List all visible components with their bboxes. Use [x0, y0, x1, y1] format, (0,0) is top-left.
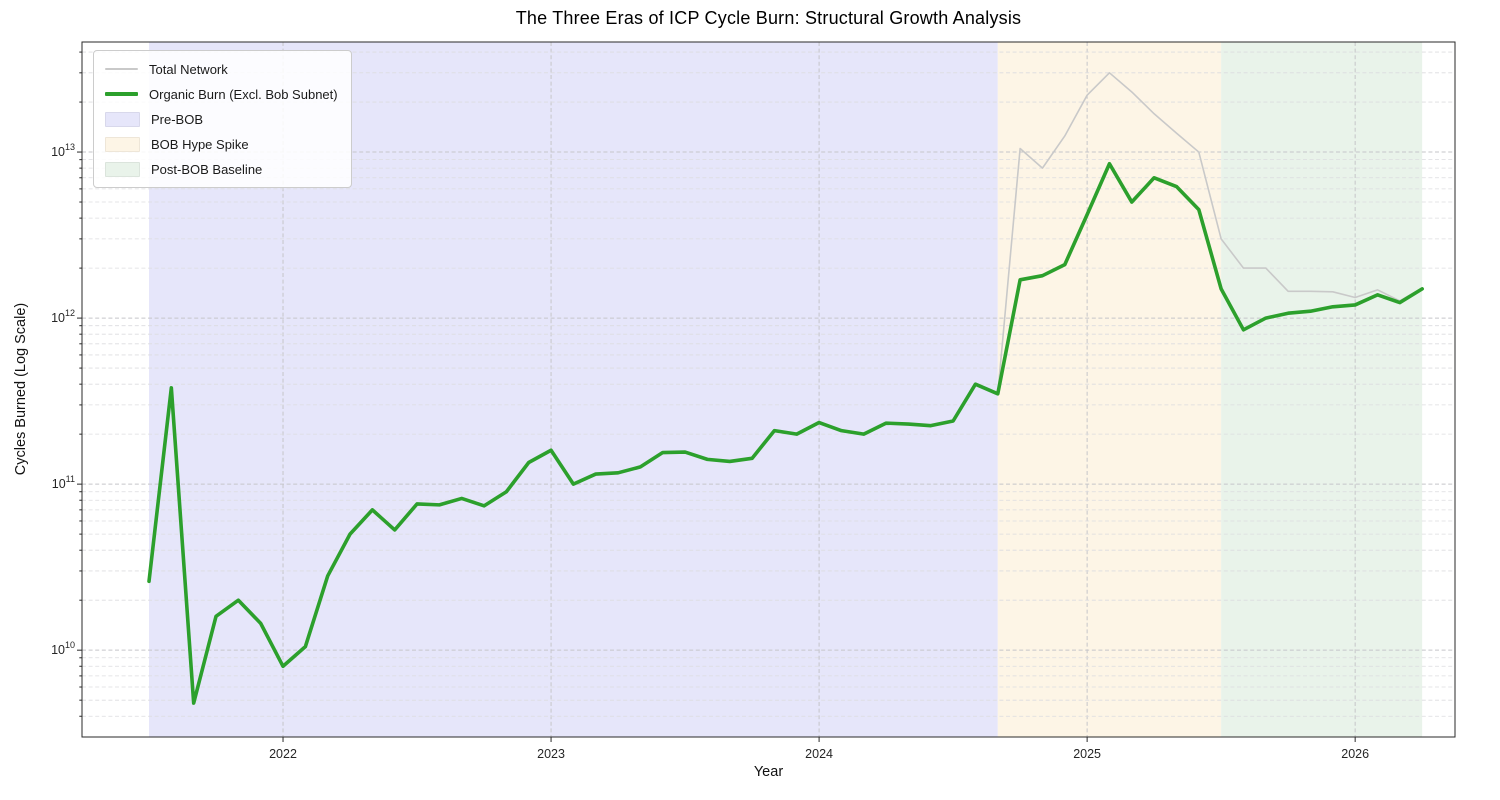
x-axis-label: Year: [753, 764, 784, 780]
y-tick-label-1e11: 1011: [52, 474, 75, 491]
series-lines: [147, 72, 1424, 705]
organic-burn-excl-bob-subnet-line: [147, 161, 1424, 705]
era-region-bob-hype-spike: [997, 42, 1222, 737]
legend-swatch-pre-bob: [105, 111, 140, 127]
gridlines: [82, 42, 1455, 737]
chart-title: The Three Eras of ICP Cycle Burn: Struct…: [515, 8, 1022, 28]
legend-item-bob-hype-spike: BOB Hype Spike: [105, 135, 338, 153]
y-tick-label-1e12: 1012: [51, 308, 75, 325]
legend-swatch-bob-hype-spike: [105, 136, 140, 152]
y-tick-label-1e13: 1013: [51, 142, 75, 159]
y-tick-label-1e10: 1010: [51, 640, 75, 657]
x-tick-label-2022: 2022: [269, 747, 297, 761]
legend-item-total-network: Total Network: [105, 60, 338, 78]
legend-label-bob-hype-spike: BOB Hype Spike: [151, 136, 249, 152]
legend-swatch-post-bob-baseline: [105, 161, 140, 177]
y-axis-label: Cycles Burned (Log Scale): [13, 302, 29, 476]
legend-swatch-total-network: [105, 68, 138, 70]
x-tick-label-2025: 2025: [1073, 747, 1101, 761]
legend-item-organic-burn: Organic Burn (Excl. Bob Subnet): [105, 85, 338, 103]
legend-label-pre-bob: Pre-BOB: [151, 111, 204, 127]
legend-label-organic-burn: Organic Burn (Excl. Bob Subnet): [149, 86, 338, 102]
x-tick-label-2026: 2026: [1341, 747, 1369, 761]
x-tick-label-2023: 2023: [537, 747, 565, 761]
legend-label-total-network: Total Network: [149, 61, 228, 77]
axes: 2022 2023 2024 2025 2026 1010 1011 1012 1013: [51, 41, 1456, 761]
legend-item-pre-bob: Pre-BOB: [105, 110, 338, 128]
legend-item-post-bob-baseline: Post-BOB Baseline: [105, 160, 338, 178]
plot-border: [81, 41, 1456, 738]
era-regions: [149, 42, 1423, 737]
era-region-post-bob-baseline: [1221, 42, 1423, 737]
legend-swatch-organic-burn: [105, 92, 138, 96]
legend-label-post-bob-baseline: Post-BOB Baseline: [151, 161, 263, 177]
legend: Total Network Organic Burn (Excl. Bob Su…: [93, 50, 352, 188]
x-tick-label-2024: 2024: [805, 747, 833, 761]
